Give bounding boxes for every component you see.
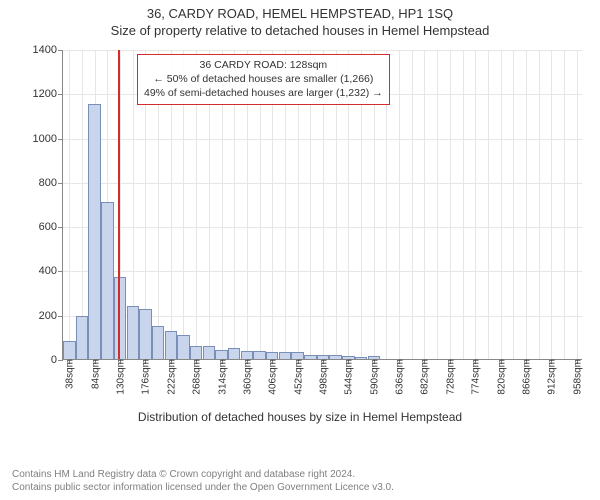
bar	[279, 352, 291, 359]
footer-line-2: Contains public sector information licen…	[12, 481, 394, 494]
xtick-label: 176sqm	[139, 359, 152, 395]
gridline-v	[564, 50, 565, 359]
bar	[190, 346, 202, 359]
xtick-label: 360sqm	[240, 359, 253, 395]
xtick-label: 130sqm	[114, 359, 127, 395]
bar	[203, 346, 215, 359]
xtick-label: 406sqm	[266, 359, 279, 395]
bar	[152, 326, 164, 359]
page-title-address: 36, CARDY ROAD, HEMEL HEMPSTEAD, HP1 1SQ	[0, 0, 600, 21]
ytick-label: 800	[39, 177, 63, 189]
gridline-v	[551, 50, 552, 359]
page-title-subtitle: Size of property relative to detached ho…	[0, 21, 600, 38]
xtick-label: 222sqm	[164, 359, 177, 395]
bar	[127, 306, 139, 359]
ytick-label: 400	[39, 265, 63, 277]
xtick-label: 682sqm	[418, 359, 431, 395]
gridline-v	[437, 50, 438, 359]
gridline-v	[539, 50, 540, 359]
xtick-label: 544sqm	[342, 359, 355, 395]
bar	[88, 104, 100, 359]
ytick-label: 1400	[33, 44, 63, 56]
gridline-v	[412, 50, 413, 359]
plot-area: 020040060080010001200140038sqm84sqm130sq…	[62, 50, 582, 360]
gridline-v	[488, 50, 489, 359]
ytick-label: 200	[39, 310, 63, 322]
xtick-label: 590sqm	[367, 359, 380, 395]
bar	[304, 355, 316, 359]
gridline-v	[82, 50, 83, 359]
bar	[114, 277, 126, 359]
xtick-label: 636sqm	[393, 359, 406, 395]
bar	[253, 351, 265, 359]
bar	[266, 352, 278, 359]
xtick-label: 912sqm	[545, 359, 558, 395]
xtick-label: 866sqm	[519, 359, 532, 395]
gridline-v	[526, 50, 527, 359]
ytick-label: 1200	[33, 88, 63, 100]
bar	[228, 348, 240, 359]
x-axis-label: Distribution of detached houses by size …	[0, 410, 600, 424]
gridline-v	[513, 50, 514, 359]
bar	[101, 202, 113, 359]
ytick-label: 1000	[33, 133, 63, 145]
gridline-v	[463, 50, 464, 359]
gridline-v	[501, 50, 502, 359]
xtick-label: 452sqm	[291, 359, 304, 395]
bar	[165, 331, 177, 359]
gridline-v	[69, 50, 70, 359]
bar	[329, 355, 341, 359]
bar	[291, 352, 303, 359]
gridline-v	[399, 50, 400, 359]
callout-box: 36 CARDY ROAD: 128sqm← 50% of detached h…	[137, 54, 390, 105]
xtick-label: 498sqm	[317, 359, 330, 395]
gridline-v	[577, 50, 578, 359]
bar	[139, 309, 151, 359]
callout-line-3: 49% of semi-detached houses are larger (…	[144, 86, 383, 100]
callout-line-1: 36 CARDY ROAD: 128sqm	[144, 58, 383, 72]
bar	[241, 351, 253, 359]
bar	[215, 350, 227, 359]
gridline-v	[450, 50, 451, 359]
xtick-label: 774sqm	[469, 359, 482, 395]
bar	[63, 341, 75, 359]
attribution-footer: Contains HM Land Registry data © Crown c…	[12, 468, 394, 494]
xtick-label: 820sqm	[494, 359, 507, 395]
ytick-label: 0	[51, 354, 63, 366]
gridline-v	[475, 50, 476, 359]
callout-line-2: ← 50% of detached houses are smaller (1,…	[144, 72, 383, 86]
bar	[76, 316, 88, 359]
marker-line	[118, 50, 120, 359]
xtick-label: 728sqm	[443, 359, 456, 395]
xtick-label: 314sqm	[215, 359, 228, 395]
gridline-v	[424, 50, 425, 359]
bar	[177, 335, 189, 359]
xtick-label: 38sqm	[63, 359, 76, 389]
xtick-label: 268sqm	[190, 359, 203, 395]
bar	[355, 357, 367, 359]
chart-container: Number of detached properties 0200400600…	[0, 44, 600, 426]
xtick-label: 84sqm	[88, 359, 101, 389]
xtick-label: 958sqm	[570, 359, 583, 395]
footer-line-1: Contains HM Land Registry data © Crown c…	[12, 468, 394, 481]
ytick-label: 600	[39, 221, 63, 233]
